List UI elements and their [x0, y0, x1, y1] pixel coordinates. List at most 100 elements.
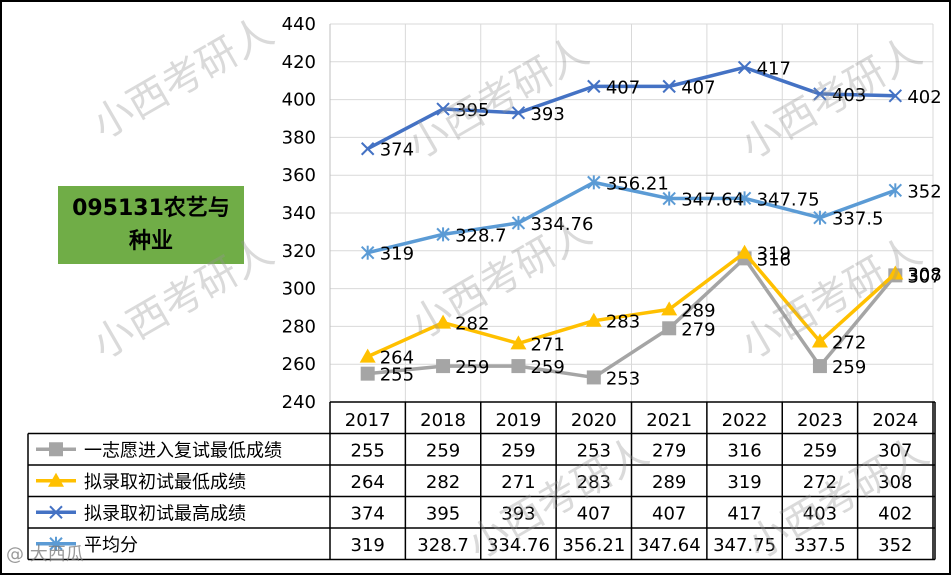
data-label: 282	[455, 314, 489, 335]
point-marker	[888, 89, 903, 103]
data-label: 403	[832, 85, 866, 106]
table-cell: 319	[351, 535, 385, 556]
table-cell: 272	[803, 472, 837, 493]
series-line	[367, 256, 897, 380]
table-cell: 417	[727, 503, 761, 524]
data-label: 259	[832, 357, 866, 378]
data-label: 283	[606, 312, 640, 333]
credit-watermark: @ 大西瓜	[6, 544, 84, 565]
data-label: 356.21	[606, 173, 669, 194]
y-tick-label: 260	[282, 354, 316, 375]
data-label: 253	[606, 368, 640, 389]
point-marker	[510, 335, 527, 350]
point-marker	[360, 245, 375, 260]
y-axis: 240 260 280 300 320 340 360 380 400 420 440	[282, 14, 331, 413]
data-labels: 255 259 259 253 279 316 259 307 264 282 271 283 289 3…	[380, 58, 942, 389]
table-cell: 402	[878, 503, 912, 524]
data-label: 272	[832, 333, 866, 354]
data-label: 347.64	[681, 190, 744, 211]
x-tick-label: 2017	[345, 410, 391, 431]
data-label: 319	[757, 244, 791, 265]
table-cell: 316	[727, 440, 761, 461]
legend-label: 拟录取初试最高成绩	[84, 503, 246, 524]
point-marker	[436, 227, 450, 242]
data-label: 395	[455, 100, 489, 121]
y-tick-label: 400	[282, 90, 316, 111]
table-cell: 255	[351, 440, 385, 461]
major-label: 095131农艺与种业	[58, 186, 244, 264]
y-tick-label: 300	[282, 279, 316, 300]
data-label: 337.5	[832, 209, 884, 230]
table-cell: 283	[577, 472, 611, 493]
table-cell: 352	[878, 535, 912, 556]
data-label: 259	[530, 357, 564, 378]
table-cell: 253	[577, 440, 611, 461]
table-cell: 328.7	[417, 535, 469, 556]
point-marker	[662, 79, 676, 94]
y-tick-label: 440	[282, 14, 316, 35]
series-layer	[359, 60, 904, 385]
x-tick-label: 2018	[420, 410, 466, 431]
data-label: 289	[681, 300, 715, 321]
point-marker	[49, 536, 63, 551]
data-label: 347.75	[757, 189, 820, 210]
point-marker	[48, 472, 64, 487]
series-line	[366, 65, 896, 151]
table-cell: 374	[351, 503, 385, 524]
point-marker	[511, 106, 526, 120]
point-marker	[49, 442, 63, 457]
point-marker	[360, 142, 375, 156]
legend-label: 拟录取初试最低成绩	[84, 472, 246, 493]
y-tick-label: 420	[282, 52, 316, 73]
data-label: 271	[530, 334, 564, 355]
point-marker	[887, 265, 904, 280]
x-tick-label: 2023	[797, 410, 843, 431]
table-cell: 337.5	[794, 535, 846, 556]
point-marker	[587, 175, 601, 190]
series-line	[366, 250, 897, 359]
data-label: 264	[380, 348, 414, 369]
table-cell: 259	[501, 440, 535, 461]
table-cell: 259	[803, 440, 837, 461]
data-label: 307	[907, 266, 941, 287]
table-cell: 307	[878, 440, 912, 461]
table-cell: 407	[652, 503, 686, 524]
table-cell: 319	[727, 472, 761, 493]
y-tick-label: 280	[282, 316, 316, 337]
point-marker	[813, 210, 827, 225]
point-marker	[737, 191, 752, 206]
legend-label: 一志愿进入复试最低成绩	[84, 440, 282, 461]
data-label: 407	[681, 77, 715, 98]
table-cell: 264	[351, 472, 385, 493]
point-marker	[435, 314, 452, 329]
table-cell: 347.64	[638, 535, 701, 556]
data-label: 259	[455, 357, 489, 378]
x-tick-label: 2019	[496, 410, 542, 431]
point-marker	[662, 321, 677, 336]
point-marker	[436, 359, 451, 374]
table-cell: 334.76	[487, 535, 550, 556]
point-marker	[360, 366, 375, 381]
table-cell: 347.75	[713, 535, 776, 556]
table-cell: 289	[652, 472, 686, 493]
x-tick-label: 2021	[646, 410, 692, 431]
data-table: 2017 2018 2019 2020 2021 2022 2023 2024 一志愿进入复试最…	[27, 401, 936, 561]
y-tick-label: 240	[282, 392, 316, 413]
data-label: 319	[380, 244, 414, 265]
point-marker	[888, 183, 903, 198]
point-marker	[737, 60, 752, 75]
table-cell: 259	[426, 440, 460, 461]
data-label: 334.76	[530, 214, 593, 235]
y-tick-label: 360	[282, 165, 316, 186]
data-label: 316	[757, 249, 791, 270]
point-marker	[436, 102, 450, 116]
legend-label: 平均分	[84, 535, 138, 556]
point-marker	[586, 370, 601, 385]
table-cell: 308	[878, 472, 912, 493]
table-cell: 356.21	[562, 535, 625, 556]
table-cell: 271	[501, 472, 535, 493]
x-tick-label: 2024	[872, 410, 918, 431]
point-marker	[49, 505, 63, 519]
